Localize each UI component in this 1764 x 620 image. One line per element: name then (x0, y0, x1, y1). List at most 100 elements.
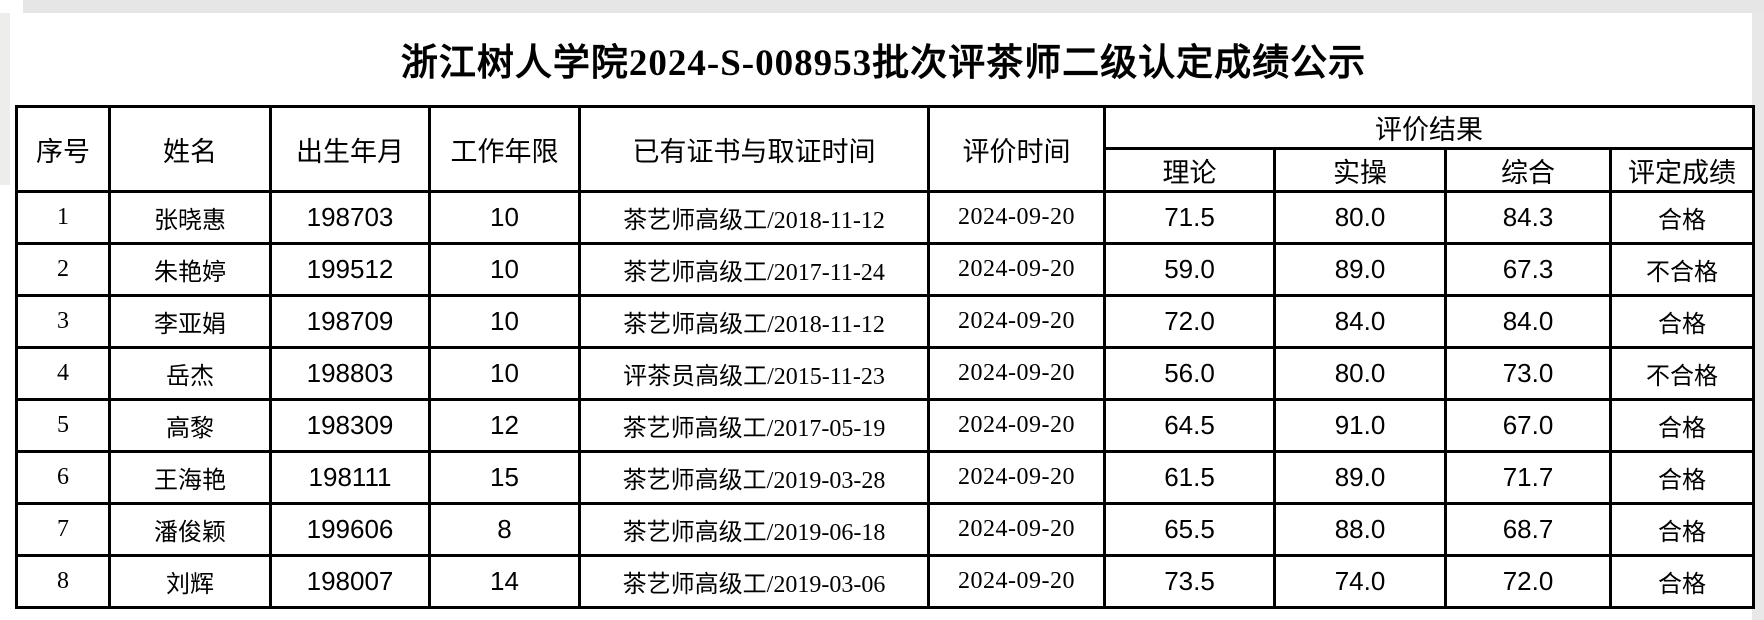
cell-verdict: 合格 (1609, 554, 1755, 609)
table-header: 序号 姓名 出生年月 工作年限 已有证书与取证时间 评价时间 评价结果 理论 实… (15, 105, 1755, 193)
cell-overall: 67.3 (1444, 242, 1612, 297)
cell-theory: 71.5 (1103, 190, 1276, 245)
cell-verdict: 合格 (1609, 502, 1755, 557)
cell-theory: 72.0 (1103, 294, 1276, 349)
cell-practical: 84.0 (1273, 294, 1447, 349)
cell-verdict: 不合格 (1609, 346, 1755, 401)
cell-theory: 59.0 (1103, 242, 1276, 297)
cell-theory: 73.5 (1103, 554, 1276, 609)
cell-verdict: 合格 (1609, 450, 1755, 505)
cell-birth: 199512 (269, 242, 431, 297)
cell-eval-time: 2024-09-20 (927, 398, 1106, 453)
cell-years: 15 (428, 450, 581, 505)
col-header-result-group: 评价结果 (1103, 105, 1755, 150)
cell-practical: 80.0 (1273, 346, 1447, 401)
cell-birth: 198111 (269, 450, 431, 505)
cell-verdict: 合格 (1609, 294, 1755, 349)
table-row: 4 岳杰 198803 10 评茶员高级工/2015-11-23 2024-09… (15, 346, 1755, 401)
col-header-cert: 已有证书与取证时间 (578, 105, 930, 193)
cell-years: 10 (428, 294, 581, 349)
cell-eval-time: 2024-09-20 (927, 450, 1106, 505)
cell-overall: 68.7 (1444, 502, 1612, 557)
cell-name: 岳杰 (108, 346, 272, 401)
cell-practical: 89.0 (1273, 450, 1447, 505)
cell-index: 7 (15, 502, 111, 557)
window-chrome-left-strip (0, 13, 10, 185)
cell-theory: 61.5 (1103, 450, 1276, 505)
score-table: 序号 姓名 出生年月 工作年限 已有证书与取证时间 评价时间 评价结果 理论 实… (15, 105, 1755, 609)
cell-index: 6 (15, 450, 111, 505)
col-header-eval-time: 评价时间 (927, 105, 1106, 193)
cell-cert: 茶艺师高级工/2017-05-19 (578, 398, 930, 453)
cell-eval-time: 2024-09-20 (927, 190, 1106, 245)
cell-years: 14 (428, 554, 581, 609)
cell-years: 12 (428, 398, 581, 453)
cell-cert: 茶艺师高级工/2018-11-12 (578, 190, 930, 245)
cell-cert: 茶艺师高级工/2019-06-18 (578, 502, 930, 557)
cell-name: 李亚娟 (108, 294, 272, 349)
cell-eval-time: 2024-09-20 (927, 242, 1106, 297)
cell-years: 10 (428, 190, 581, 245)
cell-index: 1 (15, 190, 111, 245)
page-title: 浙江树人学院2024-S-008953批次评茶师二级认定成绩公示 (400, 43, 1367, 84)
window-chrome-top-strip (23, 0, 1764, 13)
cell-theory: 56.0 (1103, 346, 1276, 401)
cell-verdict: 合格 (1609, 190, 1755, 245)
cell-overall: 84.0 (1444, 294, 1612, 349)
cell-index: 4 (15, 346, 111, 401)
cell-index: 3 (15, 294, 111, 349)
cell-overall: 67.0 (1444, 398, 1612, 453)
cell-practical: 74.0 (1273, 554, 1447, 609)
cell-name: 朱艳婷 (108, 242, 272, 297)
cell-eval-time: 2024-09-20 (927, 554, 1106, 609)
cell-birth: 198709 (269, 294, 431, 349)
col-header-overall: 综合 (1444, 147, 1612, 193)
cell-overall: 84.3 (1444, 190, 1612, 245)
table-row: 1 张晓惠 198703 10 茶艺师高级工/2018-11-12 2024-0… (15, 190, 1755, 245)
cell-practical: 88.0 (1273, 502, 1447, 557)
cell-overall: 71.7 (1444, 450, 1612, 505)
col-header-verdict: 评定成绩 (1609, 147, 1755, 193)
cell-name: 张晓惠 (108, 190, 272, 245)
table-row: 6 王海艳 198111 15 茶艺师高级工/2019-03-28 2024-0… (15, 450, 1755, 505)
table-row: 7 潘俊颖 199606 8 茶艺师高级工/2019-06-18 2024-09… (15, 502, 1755, 557)
cell-years: 8 (428, 502, 581, 557)
cell-name: 潘俊颖 (108, 502, 272, 557)
table-body: 1 张晓惠 198703 10 茶艺师高级工/2018-11-12 2024-0… (15, 190, 1755, 609)
cell-cert: 评茶员高级工/2015-11-23 (578, 346, 930, 401)
col-header-practical: 实操 (1273, 147, 1447, 193)
table-row: 8 刘辉 198007 14 茶艺师高级工/2019-03-06 2024-09… (15, 554, 1755, 609)
col-header-index: 序号 (15, 105, 111, 193)
cell-verdict: 不合格 (1609, 242, 1755, 297)
cell-theory: 64.5 (1103, 398, 1276, 453)
cell-practical: 80.0 (1273, 190, 1447, 245)
cell-cert: 茶艺师高级工/2017-11-24 (578, 242, 930, 297)
cell-index: 8 (15, 554, 111, 609)
col-header-theory: 理论 (1103, 147, 1276, 193)
cell-theory: 65.5 (1103, 502, 1276, 557)
cell-cert: 茶艺师高级工/2019-03-28 (578, 450, 930, 505)
cell-eval-time: 2024-09-20 (927, 294, 1106, 349)
cell-practical: 91.0 (1273, 398, 1447, 453)
cell-name: 刘辉 (108, 554, 272, 609)
cell-cert: 茶艺师高级工/2019-03-06 (578, 554, 930, 609)
cell-birth: 198007 (269, 554, 431, 609)
cell-birth: 199606 (269, 502, 431, 557)
cell-birth: 198309 (269, 398, 431, 453)
table-row: 5 高黎 198309 12 茶艺师高级工/2017-05-19 2024-09… (15, 398, 1755, 453)
cell-name: 王海艳 (108, 450, 272, 505)
cell-years: 10 (428, 242, 581, 297)
window-chrome-right-strip (1752, 13, 1764, 620)
cell-overall: 73.0 (1444, 346, 1612, 401)
cell-eval-time: 2024-09-20 (927, 502, 1106, 557)
cell-name: 高黎 (108, 398, 272, 453)
cell-years: 10 (428, 346, 581, 401)
cell-index: 2 (15, 242, 111, 297)
col-header-birth: 出生年月 (269, 105, 431, 193)
col-header-name: 姓名 (108, 105, 272, 193)
cell-verdict: 合格 (1609, 398, 1755, 453)
cell-overall: 72.0 (1444, 554, 1612, 609)
col-header-years: 工作年限 (428, 105, 581, 193)
cell-birth: 198703 (269, 190, 431, 245)
cell-eval-time: 2024-09-20 (927, 346, 1106, 401)
